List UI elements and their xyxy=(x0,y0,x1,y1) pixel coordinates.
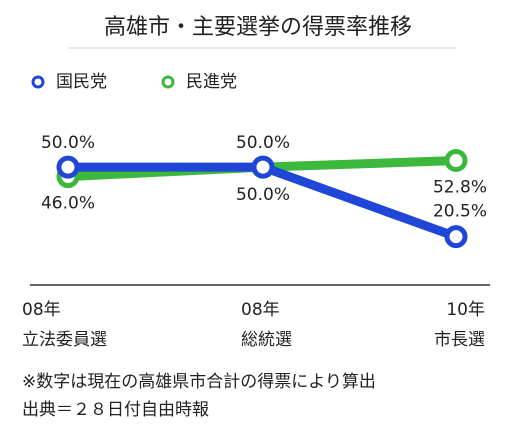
x-tick-label: 08年総統選 xyxy=(241,300,292,350)
legend-marker xyxy=(161,75,175,89)
value-label: 20.5% xyxy=(433,202,487,222)
x-tick-line: 立法委員選 xyxy=(22,330,107,350)
legend-label: 国民党 xyxy=(56,72,107,92)
x-tick-line: 08年 xyxy=(22,300,61,320)
x-tick-line: 10年 xyxy=(446,300,485,320)
note: ※数字は現在の高雄県市合計の得票により算出 xyxy=(22,372,376,392)
x-tick-label: 08年立法委員選 xyxy=(22,300,107,350)
note: 出典＝２８日付自由時報 xyxy=(22,400,209,420)
value-label: 46.0% xyxy=(41,194,95,214)
value-label: 50.0% xyxy=(41,133,95,153)
x-tick-label: 10年市長選 xyxy=(434,300,485,350)
point xyxy=(251,155,275,179)
value-label: 52.8% xyxy=(433,178,487,198)
x-tick-line: 08年 xyxy=(241,300,280,320)
legend-marker xyxy=(31,75,45,89)
point xyxy=(444,149,468,173)
point xyxy=(444,225,468,249)
x-tick-line: 総統選 xyxy=(241,330,292,350)
value-label: 50.0% xyxy=(236,133,290,153)
point xyxy=(56,155,80,179)
value-label: 50.0% xyxy=(236,185,290,205)
x-tick-line: 市長選 xyxy=(434,330,485,350)
legend-label: 民進党 xyxy=(186,72,237,92)
chart-title: 高雄市・主要選挙の得票率推移 xyxy=(104,15,412,40)
